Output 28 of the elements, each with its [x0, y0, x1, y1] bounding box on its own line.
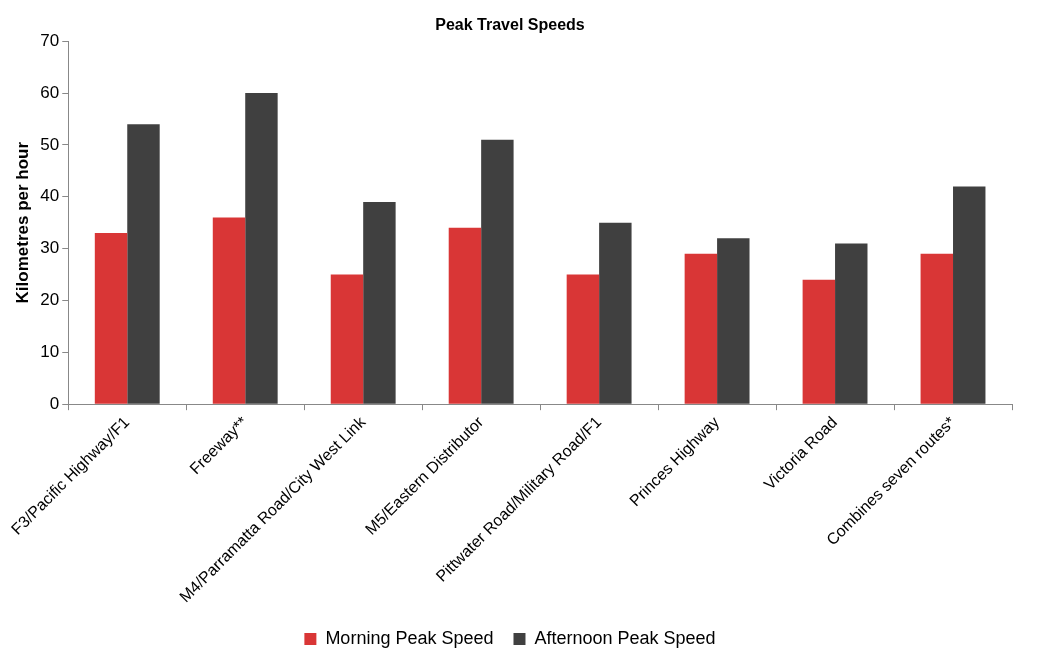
y-tick-label: 40: [40, 186, 60, 206]
y-tick-label: 20: [40, 290, 60, 310]
bar: [717, 238, 750, 404]
bar: [212, 217, 246, 404]
bar: [448, 227, 482, 404]
y-tick-label: 70: [40, 30, 60, 50]
bar: [127, 124, 160, 404]
bar: [599, 222, 632, 404]
chart-title: Peak Travel Speeds: [435, 16, 585, 34]
bar: [330, 274, 364, 404]
legend-label: Afternoon Peak Speed: [534, 627, 716, 648]
bar: [802, 279, 836, 404]
bar: [363, 201, 396, 404]
bar: [953, 186, 986, 404]
y-tick-label: 30: [40, 238, 60, 258]
bar: [94, 233, 128, 404]
y-tick-label: 60: [40, 82, 60, 102]
bar: [245, 93, 278, 404]
bar: [835, 243, 868, 404]
y-tick-label: 0: [49, 393, 60, 413]
bar: [920, 253, 954, 404]
legend-label: Morning Peak Speed: [325, 627, 494, 648]
y-tick-label: 50: [40, 134, 60, 154]
bar: [566, 274, 600, 404]
y-tick-label: 10: [40, 342, 60, 362]
y-axis-title: Kilometres per hour: [12, 141, 32, 304]
bar: [684, 253, 718, 404]
bar: [481, 139, 514, 404]
